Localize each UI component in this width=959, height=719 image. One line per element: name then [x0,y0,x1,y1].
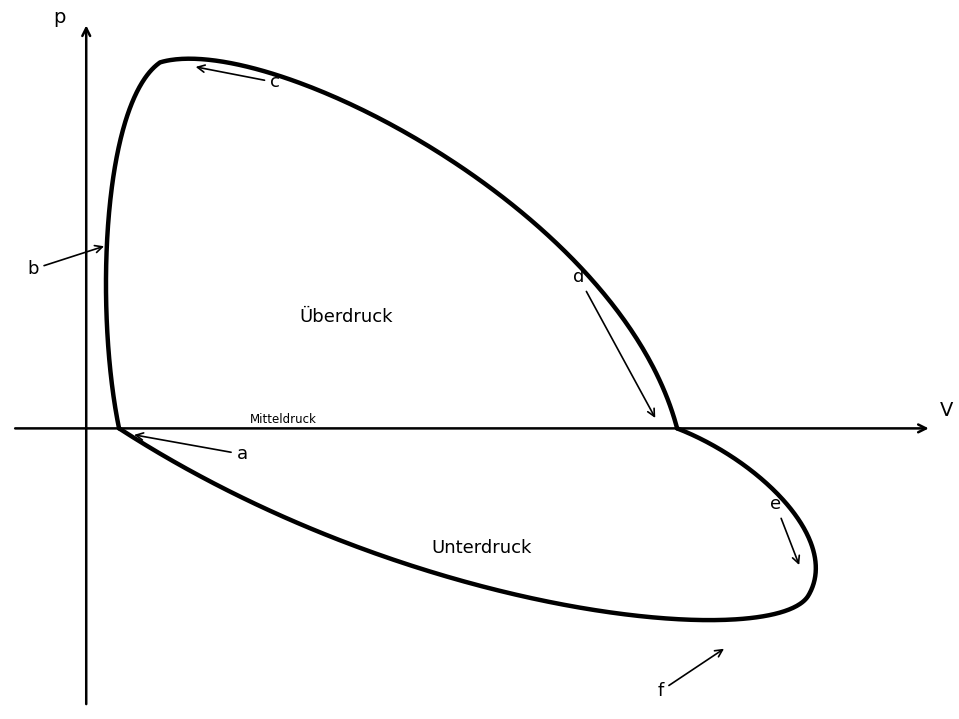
Text: d: d [573,268,654,416]
Text: e: e [770,495,799,563]
Text: p: p [54,8,66,27]
Text: a: a [136,433,247,463]
Text: V: V [940,401,953,421]
Text: f: f [658,650,722,700]
Text: Mitteldruck: Mitteldruck [250,413,317,426]
Text: Überdruck: Überdruck [299,308,393,326]
Text: c: c [198,65,280,91]
Text: b: b [27,246,103,278]
Text: Unterdruck: Unterdruck [431,539,531,557]
